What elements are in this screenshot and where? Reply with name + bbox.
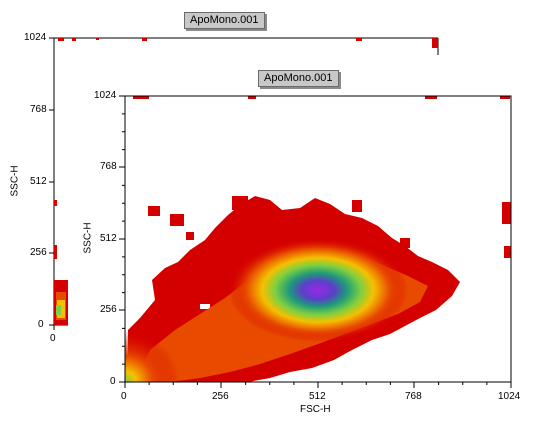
front-x-axis-title: FSC-H (300, 404, 331, 415)
front-x-tick-label-512: 512 (309, 391, 326, 402)
back-x-tick-label-0: 0 (50, 333, 56, 344)
back-y-tick-label-768: 768 (30, 104, 47, 115)
front-y-axis-title: SSC-H (82, 222, 94, 254)
back-y-tick-label-0: 0 (38, 319, 44, 330)
back-plot-density-left (54, 200, 68, 325)
front-y-tick-label-512: 512 (100, 233, 117, 244)
back-plot-density-top (58, 38, 438, 48)
front-x-tick-label-256: 256 (212, 391, 229, 402)
back-y-tick-label-256: 256 (30, 247, 47, 258)
front-x-tick-label-768: 768 (405, 391, 422, 402)
front-plot-title[interactable]: ApoMono.001 (258, 70, 339, 87)
front-x-tick-label-0: 0 (121, 391, 127, 402)
front-x-ticks (124, 382, 512, 388)
front-y-tick-label-256: 256 (100, 304, 117, 315)
front-y-tick-label-0: 0 (110, 376, 116, 387)
back-y-axis-title: SSC-H (9, 165, 21, 197)
back-plot-title[interactable]: ApoMono.001 (184, 12, 265, 29)
front-y-ticks (119, 95, 125, 383)
front-y-tick-label-768: 768 (100, 161, 117, 172)
back-y-tick-label-512: 512 (30, 176, 47, 187)
front-plot-density (125, 96, 511, 382)
back-y-tick-label-1024: 1024 (24, 32, 47, 43)
front-y-tick-label-1024: 1024 (94, 90, 117, 101)
front-x-tick-label-1024: 1024 (498, 391, 521, 402)
front-minor-ticks (122, 113, 488, 385)
